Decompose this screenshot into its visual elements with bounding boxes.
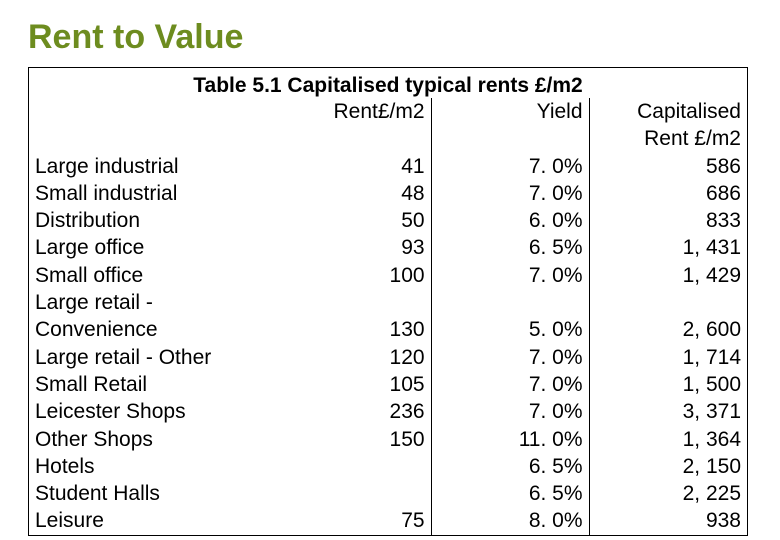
cell-rent — [302, 480, 431, 507]
header-row-1: Rent£/m2 Yield Capitalised — [29, 98, 747, 125]
cell-cap: 686 — [589, 180, 747, 207]
cell-cap: 2, 150 — [589, 453, 747, 480]
cell-cap: 1, 714 — [589, 344, 747, 371]
cell-rent — [302, 453, 431, 480]
table-row: Distribution506. 0%833 — [29, 207, 747, 234]
cell-rent: 41 — [302, 153, 431, 180]
table-row: Large industrial417. 0%586 — [29, 153, 747, 180]
rents-table: Rent£/m2 Yield Capitalised Rent £/m2 Lar… — [29, 98, 747, 535]
cell-category: Small Retail — [29, 371, 302, 398]
cell-yield: 7. 0% — [431, 344, 589, 371]
cell-yield: 7. 0% — [431, 262, 589, 289]
table-row: Large retail - — [29, 289, 747, 316]
table-row: Large office936. 5%1, 431 — [29, 234, 747, 261]
cell-yield: 7. 0% — [431, 371, 589, 398]
header-row-2: Rent £/m2 — [29, 125, 747, 152]
cell-category: Leisure — [29, 507, 302, 534]
cell-rent: 130 — [302, 316, 431, 343]
cell-category: Large office — [29, 234, 302, 261]
page-title: Rent to Value — [28, 18, 752, 57]
cell-rent: 105 — [302, 371, 431, 398]
cell-category: Large industrial — [29, 153, 302, 180]
table-row: Leicester Shops2367. 0%3, 371 — [29, 398, 747, 425]
cell-rent: 150 — [302, 426, 431, 453]
cell-category: Small office — [29, 262, 302, 289]
table-container: Table 5.1 Capitalised typical rents £/m2… — [28, 67, 748, 536]
cell-rent: 50 — [302, 207, 431, 234]
table-caption: Table 5.1 Capitalised typical rents £/m2 — [29, 68, 747, 98]
cell-yield: 5. 0% — [431, 316, 589, 343]
cell-category: Small industrial — [29, 180, 302, 207]
cell-yield: 6. 5% — [431, 234, 589, 261]
cell-category: Large retail - — [29, 289, 302, 316]
cell-category: Hotels — [29, 453, 302, 480]
cell-category: Convenience — [29, 316, 302, 343]
cell-cap: 2, 600 — [589, 316, 747, 343]
cell-category: Large retail - Other — [29, 344, 302, 371]
header-category — [29, 98, 302, 125]
header-yield: Yield — [431, 98, 589, 125]
cell-cap — [589, 289, 747, 316]
header-cap: Capitalised — [589, 98, 747, 125]
cell-rent: 75 — [302, 507, 431, 534]
cell-yield — [431, 289, 589, 316]
table-row: Hotels 6. 5%2, 150 — [29, 453, 747, 480]
cell-rent — [302, 289, 431, 316]
cell-category: Student Halls — [29, 480, 302, 507]
cell-yield: 6. 0% — [431, 207, 589, 234]
cell-yield: 6. 5% — [431, 453, 589, 480]
cell-cap: 833 — [589, 207, 747, 234]
table-row: Student Halls 6. 5%2, 225 — [29, 480, 747, 507]
table-row: Leisure758. 0%938 — [29, 507, 747, 534]
cell-category: Leicester Shops — [29, 398, 302, 425]
cell-cap: 1, 429 — [589, 262, 747, 289]
cell-rent: 100 — [302, 262, 431, 289]
cell-cap: 3, 371 — [589, 398, 747, 425]
cell-yield: 7. 0% — [431, 153, 589, 180]
cell-cap: 938 — [589, 507, 747, 534]
cell-yield: 7. 0% — [431, 180, 589, 207]
cell-cap: 1, 364 — [589, 426, 747, 453]
table-body: Large industrial417. 0%586Small industri… — [29, 153, 747, 535]
cell-cap: 586 — [589, 153, 747, 180]
table-row: Small office1007. 0%1, 429 — [29, 262, 747, 289]
table-row: Convenience1305. 0%2, 600 — [29, 316, 747, 343]
cell-yield: 11. 0% — [431, 426, 589, 453]
cell-cap: 1, 500 — [589, 371, 747, 398]
cell-cap: 1, 431 — [589, 234, 747, 261]
cell-yield: 8. 0% — [431, 507, 589, 534]
cell-cap: 2, 225 — [589, 480, 747, 507]
cell-rent: 120 — [302, 344, 431, 371]
cell-yield: 7. 0% — [431, 398, 589, 425]
header-cap-2: Rent £/m2 — [589, 125, 747, 152]
table-row: Other Shops15011. 0%1, 364 — [29, 426, 747, 453]
cell-category: Distribution — [29, 207, 302, 234]
cell-rent: 48 — [302, 180, 431, 207]
cell-rent: 236 — [302, 398, 431, 425]
cell-rent: 93 — [302, 234, 431, 261]
cell-category: Other Shops — [29, 426, 302, 453]
table-row: Large retail - Other1207. 0%1, 714 — [29, 344, 747, 371]
table-row: Small industrial487. 0%686 — [29, 180, 747, 207]
table-row: Small Retail1057. 0%1, 500 — [29, 371, 747, 398]
cell-yield: 6. 5% — [431, 480, 589, 507]
header-rent: Rent£/m2 — [302, 98, 431, 125]
